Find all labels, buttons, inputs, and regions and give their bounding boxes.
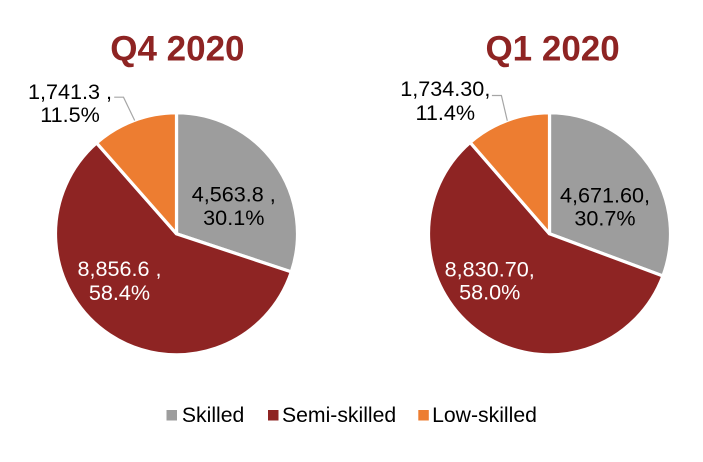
svg-text:30.1%: 30.1% [203,205,264,230]
svg-text:11.5%: 11.5% [40,102,100,127]
svg-text:4,671.60,: 4,671.60, [560,182,650,207]
svg-text:8,856.6 ,: 8,856.6 , [77,256,161,281]
svg-text:Semi-skilled: Semi-skilled [282,404,396,427]
svg-text:Q4 2020: Q4 2020 [110,29,244,68]
svg-text:1,741.3 ,: 1,741.3 , [28,79,112,104]
svg-text:Low-skilled: Low-skilled [432,404,537,427]
svg-text:58.0%: 58.0% [459,280,520,305]
svg-text:4,563.8 ,: 4,563.8 , [192,182,276,207]
svg-text:58.4%: 58.4% [89,280,150,305]
svg-text:30.7%: 30.7% [574,205,635,230]
svg-text:1,734.30,: 1,734.30, [400,76,490,101]
svg-text:8,830.70,: 8,830.70, [445,257,535,282]
svg-text:Q1 2020: Q1 2020 [485,29,619,68]
svg-text:Skilled: Skilled [182,404,244,427]
svg-text:11.4%: 11.4% [415,100,475,125]
